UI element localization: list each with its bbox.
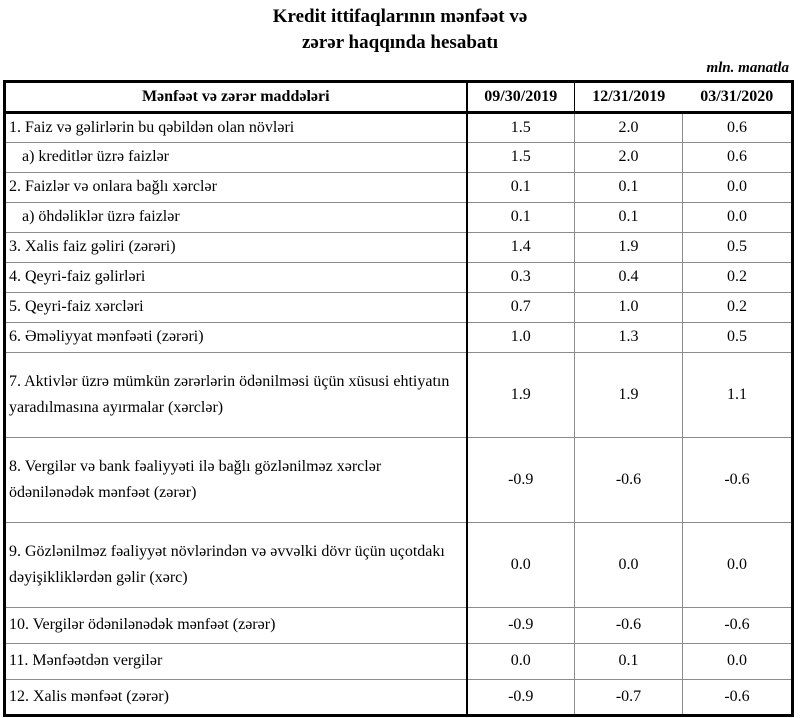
- row-value: 1.3: [574, 321, 683, 353]
- row-value: 0.0: [682, 521, 793, 608]
- table-row: 9. Gözlənilməz fəaliyyət növlərindən və …: [4, 521, 793, 608]
- row-value: 2.0: [574, 141, 683, 173]
- row-label: 8. Vergilər və bank fəaliyyəti ilə bağlı…: [4, 436, 468, 523]
- row-value: 0.7: [466, 291, 575, 323]
- table-row: 8. Vergilər və bank fəaliyyəti ilə bağlı…: [4, 436, 793, 523]
- table-row: 10. Vergilər ödənilənədək mənfəət (zərər…: [4, 606, 793, 644]
- report-title-line2: zərər haqqında hesabatı: [301, 32, 498, 53]
- row-label: 1. Faiz və gəlirlərin bu qəbildən olan n…: [4, 111, 468, 143]
- col-header-items: Mənfəət və zərər maddələri: [4, 81, 468, 114]
- row-value: 0.1: [466, 201, 575, 233]
- row-value: 1.0: [466, 321, 575, 353]
- row-value: 0.5: [682, 231, 793, 263]
- row-label: 5. Qeyri-faiz xərcləri: [4, 291, 468, 323]
- row-value: 0.0: [682, 171, 793, 203]
- row-label: 7. Aktivlər üzrə mümkün zərərlərin ödəni…: [4, 351, 468, 438]
- row-value: 0.5: [682, 321, 793, 353]
- report-title-line1: Kredit ittifaqlarının mənfəət və: [272, 6, 528, 27]
- row-label: 3. Xalis faiz gəliri (zərəri): [4, 231, 468, 263]
- table-row: a) kreditlər üzrə faizlər 1.5 2.0 0.6: [4, 141, 793, 173]
- row-value: -0.6: [682, 678, 793, 716]
- unit-note: mln. manatla: [706, 60, 789, 76]
- row-value: 1.4: [466, 231, 575, 263]
- row-label: a) kreditlər üzrə faizlər: [4, 141, 468, 173]
- row-value: 0.2: [682, 261, 793, 293]
- report-title: Kredit ittifaqlarının mənfəət və zərər h…: [0, 0, 800, 56]
- row-value: 0.0: [466, 521, 575, 608]
- col-header-period-2: 12/31/2019: [574, 81, 683, 114]
- row-value: 0.6: [682, 141, 793, 173]
- row-value: -0.6: [682, 436, 793, 523]
- row-value: -0.7: [574, 678, 683, 716]
- row-value: 2.0: [574, 111, 683, 143]
- col-header-period-1: 09/30/2019: [466, 81, 575, 114]
- row-value: -0.6: [574, 606, 683, 644]
- row-value: 1.0: [574, 291, 683, 323]
- row-value: 1.9: [574, 231, 683, 263]
- row-value: -0.9: [466, 606, 575, 644]
- row-value: 0.1: [574, 171, 683, 203]
- row-value: 1.1: [682, 351, 793, 438]
- table-row: a) öhdəliklər üzrə faizlər 0.1 0.1 0.0: [4, 201, 793, 233]
- table-row: 3. Xalis faiz gəliri (zərəri) 1.4 1.9 0.5: [4, 231, 793, 263]
- row-label: 11. Mənfəətdən vergilər: [4, 642, 468, 680]
- table-row: 7. Aktivlər üzrə mümkün zərərlərin ödəni…: [4, 351, 793, 438]
- row-value: -0.9: [466, 678, 575, 716]
- pnl-table: Mənfəət və zərər maddələri 09/30/2019 12…: [3, 80, 794, 717]
- row-value: 0.3: [466, 261, 575, 293]
- row-value: 0.0: [466, 642, 575, 680]
- table-row: 1. Faiz və gəlirlərin bu qəbildən olan n…: [4, 111, 793, 143]
- table-row: 4. Qeyri-faiz gəlirləri 0.3 0.4 0.2: [4, 261, 793, 293]
- row-label: 10. Vergilər ödənilənədək mənfəət (zərər…: [4, 606, 468, 644]
- row-label: 4. Qeyri-faiz gəlirləri: [4, 261, 468, 293]
- row-value: -0.6: [574, 436, 683, 523]
- table-row: 5. Qeyri-faiz xərcləri 0.7 1.0 0.2: [4, 291, 793, 323]
- row-value: 1.9: [466, 351, 575, 438]
- table-row: 2. Faizlər və onlara bağlı xərclər 0.1 0.1…: [4, 171, 793, 203]
- row-label: 2. Faizlər və onlara bağlı xərclər: [4, 171, 468, 203]
- row-label: a) öhdəliklər üzrə faizlər: [4, 201, 468, 233]
- row-label: 12. Xalis mənfəət (zərər): [4, 678, 468, 716]
- row-value: 0.0: [682, 642, 793, 680]
- row-value: 0.0: [682, 201, 793, 233]
- col-header-period-3: 03/31/2020: [682, 81, 793, 114]
- row-value: 0.2: [682, 291, 793, 323]
- row-value: 0.6: [682, 111, 793, 143]
- row-label: 6. Əməliyyat mənfəəti (zərəri): [4, 321, 468, 353]
- row-value: 0.1: [574, 201, 683, 233]
- table-row: 12. Xalis mənfəət (zərər) -0.9 -0.7 -0.6: [4, 678, 793, 716]
- row-value: 0.1: [466, 171, 575, 203]
- row-value: 0.1: [574, 642, 683, 680]
- table-row: 11. Mənfəətdən vergilər 0.0 0.1 0.0: [4, 642, 793, 680]
- table-row: 6. Əməliyyat mənfəəti (zərəri) 1.0 1.3 0.5: [4, 321, 793, 353]
- row-label: 9. Gözlənilməz fəaliyyət növlərindən və …: [4, 521, 468, 608]
- row-value: 1.5: [466, 111, 575, 143]
- row-value: 0.4: [574, 261, 683, 293]
- report-table-body: 1. Faiz və gəlirlərin bu qəbildən olan n…: [4, 111, 793, 716]
- row-value: -0.9: [466, 436, 575, 523]
- row-value: 1.9: [574, 351, 683, 438]
- row-value: 1.5: [466, 141, 575, 173]
- row-value: 0.0: [574, 521, 683, 608]
- row-value: -0.6: [682, 606, 793, 644]
- table-header-row: Mənfəət və zərər maddələri 09/30/2019 12…: [4, 81, 793, 114]
